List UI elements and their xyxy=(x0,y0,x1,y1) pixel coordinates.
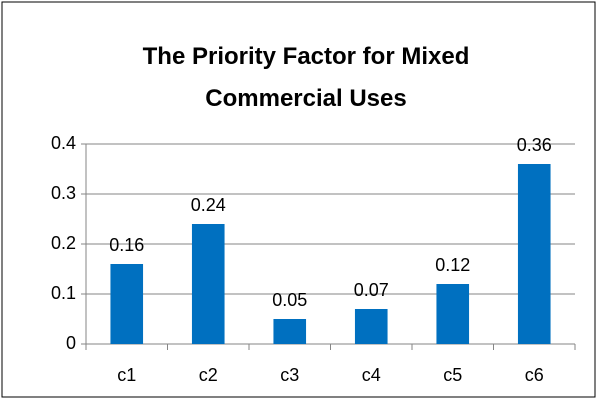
data-label: 0.12 xyxy=(435,255,470,275)
bar xyxy=(110,264,144,344)
data-label: 0.24 xyxy=(191,195,226,215)
x-tick-label: c2 xyxy=(199,365,218,385)
chart-title: The Priority Factor for Mixed Commercial… xyxy=(142,43,470,112)
bar xyxy=(273,319,307,344)
bar xyxy=(517,164,551,344)
y-tick-label: 0 xyxy=(66,333,76,353)
y-tick-label: 0.4 xyxy=(51,133,76,153)
bar xyxy=(354,309,388,344)
bar xyxy=(436,284,470,344)
y-tick-label: 0.1 xyxy=(51,283,76,303)
data-label: 0.05 xyxy=(272,290,307,310)
data-label: 0.16 xyxy=(109,235,144,255)
y-tick-label: 0.2 xyxy=(51,233,76,253)
x-tick-label: c3 xyxy=(280,365,299,385)
x-tick-label: c6 xyxy=(525,365,544,385)
y-tick-label: 0.3 xyxy=(51,183,76,203)
x-tick-label: c4 xyxy=(362,365,381,385)
data-label: 0.36 xyxy=(517,135,552,155)
x-tick-label: c5 xyxy=(443,365,462,385)
bar xyxy=(191,224,225,344)
x-tick-label: c1 xyxy=(117,365,136,385)
data-label: 0.07 xyxy=(354,280,389,300)
